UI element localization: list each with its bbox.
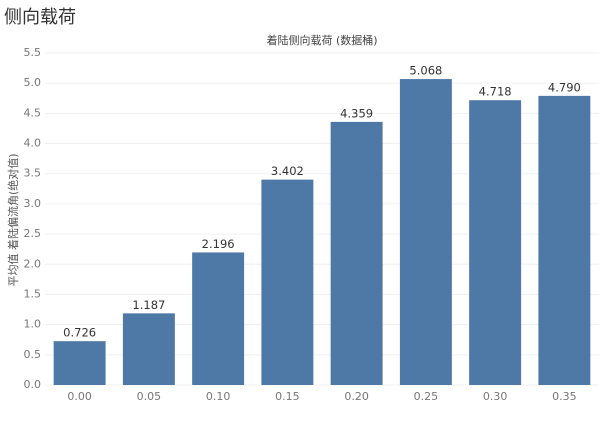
x-tick-label: 0.05: [137, 390, 162, 403]
y-tick-label: 3.0: [24, 197, 42, 210]
bar: [469, 100, 522, 386]
x-tick-label: 0.00: [67, 390, 92, 403]
x-tick-label: 0.10: [206, 390, 231, 403]
y-tick-label: 1.5: [24, 287, 42, 300]
bar: [122, 313, 175, 385]
bar: [261, 179, 314, 385]
value-label: 3.402: [271, 164, 304, 178]
y-tick-label: 2.5: [24, 227, 42, 240]
y-tick-label: 3.5: [24, 167, 42, 180]
x-tick-label: 0.15: [275, 390, 300, 403]
x-tick-label: 0.25: [414, 390, 439, 403]
bar: [538, 95, 591, 385]
x-tick-label: 0.20: [344, 390, 369, 403]
y-tick-label: 5.5: [24, 46, 42, 59]
y-tick-label: 4.5: [24, 106, 42, 119]
y-tick-label: 0.5: [24, 348, 42, 361]
value-label: 0.726: [63, 326, 96, 340]
y-tick-label: 0.0: [24, 378, 42, 391]
chart-subtitle: 着陆侧向载荷 (数据桶): [266, 33, 377, 47]
x-tick-label: 0.30: [483, 390, 508, 403]
value-label: 4.718: [479, 85, 512, 99]
y-tick-label: 1.0: [24, 318, 42, 331]
value-label: 2.196: [202, 237, 235, 251]
y-tick-label: 5.0: [24, 76, 42, 89]
value-label: 1.187: [132, 298, 165, 312]
value-label: 4.359: [340, 106, 373, 120]
chart-title: 侧向载荷: [4, 7, 76, 28]
x-tick-label: 0.35: [552, 390, 577, 403]
y-axis-label: 平均值 着陆偏流角(绝对值): [6, 153, 20, 286]
bar: [192, 252, 245, 385]
value-label: 5.068: [409, 64, 442, 78]
value-label: 4.790: [548, 80, 581, 94]
y-tick-label: 2.0: [24, 257, 42, 270]
bar: [399, 79, 452, 385]
bar: [330, 121, 383, 385]
y-tick-label: 4.0: [24, 137, 42, 150]
bar: [53, 341, 106, 385]
